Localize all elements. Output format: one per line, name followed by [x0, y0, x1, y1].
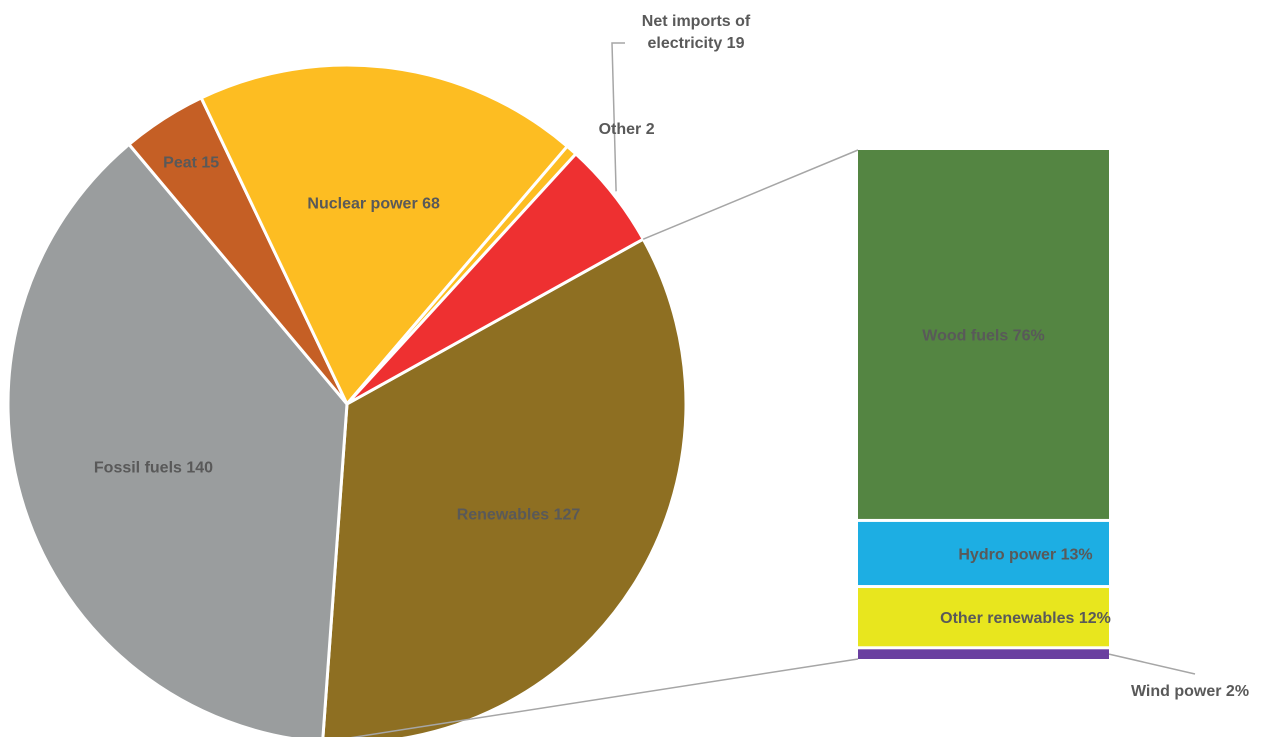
pie-chart [6, 63, 688, 742]
pie-label-renewables: Renewables 127 [457, 506, 581, 523]
bar-segment-other-renewables [858, 588, 1109, 647]
leader-line-wind-power [1108, 653, 1196, 675]
data-labels: Renewables 127 Fossil fuels 140 Peat 15 Nuc… [94, 13, 1249, 700]
pie-label-nuclear-power: Nuclear power 68 [307, 195, 440, 212]
pie-slice-net-imports-of-electricity [345, 152, 645, 406]
pie-label-other: Other 2 [599, 121, 655, 138]
connector-line-top [642, 149, 859, 240]
bar-label-wood-fuels: Wood fuels 76% [922, 327, 1044, 344]
bar-label-wind-power: Wind power 2% [1131, 683, 1249, 700]
pie-to-bar-connectors [322, 42, 1196, 742]
bar-segment-wind-power [858, 649, 1109, 659]
bar-segment-hydro-power [858, 521, 1109, 586]
bar-label-hydro-power: Hydro power 13% [958, 546, 1092, 563]
pie-label-peat: Peat 15 [163, 155, 219, 172]
pie-slice-nuclear-power [199, 63, 569, 406]
pie-slice-renewables [321, 237, 688, 742]
pie-label-fossil-fuels: Fossil fuels 140 [94, 460, 213, 477]
pie-slice-fossil-fuels [6, 142, 349, 742]
stacked-bar-chart [858, 150, 1109, 659]
leader-line-net-imports [611, 42, 625, 192]
connector-line-bottom [322, 658, 859, 742]
bar-label-other-renewables: Other renewables 12% [940, 610, 1111, 627]
pie-label-net-imports-of-electricity: Net imports of electricity 19 [642, 13, 751, 52]
bar-segment-wood-fuels [858, 150, 1109, 519]
